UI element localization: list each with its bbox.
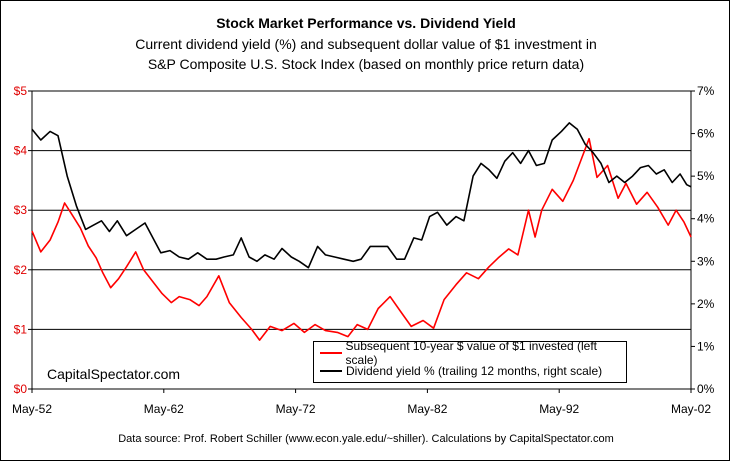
left-tick-label: $0 xyxy=(14,382,28,396)
x-tick-label: May-52 xyxy=(12,402,52,416)
left-tick-label: $3 xyxy=(14,203,28,217)
legend-label-yield: Dividend yield % (trailing 12 months, ri… xyxy=(346,364,603,378)
chart-title: Stock Market Performance vs. Dividend Yi… xyxy=(216,15,516,31)
x-tick-label: May-92 xyxy=(539,402,579,416)
chart-subtitle-line1: Current dividend yield (%) and subsequen… xyxy=(135,36,597,52)
left-tick-label: $5 xyxy=(14,84,28,98)
legend: Subsequent 10-year $ value of $1 investe… xyxy=(313,339,627,383)
right-tick-label: 7% xyxy=(697,84,715,98)
chart-subtitle-line2: S&P Composite U.S. Stock Index (based on… xyxy=(147,56,585,72)
right-tick-label: 0% xyxy=(697,382,715,396)
legend-item-return: Subsequent 10-year $ value of $1 investe… xyxy=(320,339,626,367)
source-note: Data source: Prof. Robert Schiller (www.… xyxy=(118,433,614,445)
legend-label-return: Subsequent 10-year $ value of $1 investe… xyxy=(345,339,598,367)
right-tick-label: 5% xyxy=(697,169,715,183)
left-tick-label: $4 xyxy=(14,144,28,158)
x-tick-label: May-02 xyxy=(671,402,711,416)
right-tick-label: 1% xyxy=(697,339,715,353)
right-tick-label: 4% xyxy=(697,212,715,226)
left-tick-label: $2 xyxy=(14,263,28,277)
legend-item-yield: Dividend yield % (trailing 12 months, ri… xyxy=(320,363,602,379)
x-tick-label: May-62 xyxy=(144,402,184,416)
right-tick-label: 2% xyxy=(697,297,715,311)
brand-label: CapitalSpectator.com xyxy=(47,366,181,382)
right-tick-label: 3% xyxy=(697,254,715,268)
legend-swatch-red xyxy=(320,352,342,354)
legend-swatch-black xyxy=(320,370,342,372)
x-tick-label: May-72 xyxy=(276,402,316,416)
subsequent-value-line xyxy=(31,137,692,341)
x-tick-label: May-82 xyxy=(407,402,447,416)
left-tick-label: $1 xyxy=(14,322,28,336)
right-tick-label: 6% xyxy=(697,127,715,141)
plot-area-border xyxy=(31,90,692,390)
dividend-yield-line xyxy=(31,122,692,269)
